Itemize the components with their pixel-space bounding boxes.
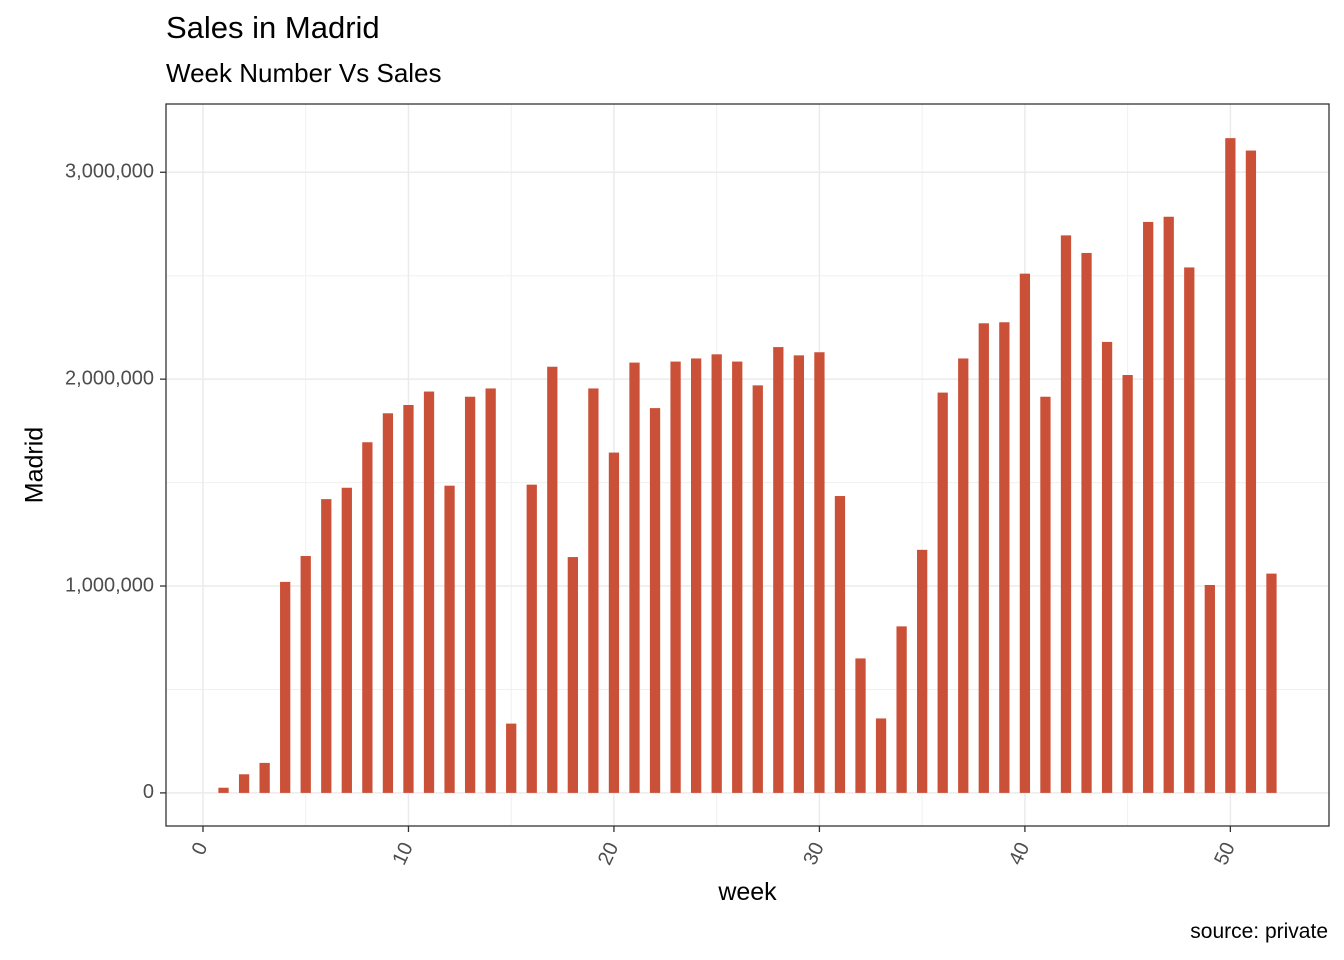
- bar: [1163, 216, 1174, 793]
- bar: [752, 385, 763, 793]
- bar: [238, 774, 250, 793]
- y-tick-label: 3,000,000: [65, 161, 154, 183]
- bar: [1204, 584, 1215, 793]
- axes: 0 10 20 30 40 50 0 1,000,000 2,000,000 3,000,000: [65, 161, 1240, 869]
- bar: [1060, 235, 1072, 793]
- bar: [875, 718, 887, 793]
- bar: [670, 361, 681, 793]
- bar: [1122, 375, 1133, 793]
- bar: [834, 496, 846, 793]
- chart-title: Sales in Madrid: [166, 10, 380, 45]
- bar: [218, 787, 229, 793]
- bar: [999, 322, 1010, 793]
- bar: [547, 366, 558, 793]
- bar: [485, 388, 496, 793]
- bar: [300, 556, 311, 793]
- bar: [711, 354, 722, 793]
- bar: [690, 358, 702, 793]
- bar: [629, 362, 640, 793]
- bar: [958, 358, 969, 793]
- y-tick-label: 0: [143, 781, 154, 803]
- bar: [917, 549, 928, 793]
- bar: [1081, 252, 1092, 793]
- bar: [506, 723, 517, 793]
- bar: [588, 388, 599, 793]
- bar: [896, 626, 907, 793]
- x-tick-label: 50: [1210, 839, 1239, 868]
- bar: [1040, 396, 1051, 793]
- bar: [937, 392, 948, 793]
- chart-caption: source: private: [1190, 920, 1328, 943]
- bar: [341, 487, 352, 793]
- y-axis-title: Madrid: [21, 427, 49, 503]
- bar: [773, 347, 784, 793]
- grid: [166, 104, 1329, 826]
- bar: [649, 408, 661, 793]
- bars: [218, 138, 1277, 793]
- bar: [259, 762, 270, 793]
- bar: [1245, 150, 1257, 793]
- x-tick-label: 0: [188, 839, 213, 858]
- bar: [526, 484, 537, 793]
- bar: [814, 352, 825, 793]
- bar: [855, 658, 866, 793]
- bar: [423, 391, 435, 793]
- bar: [464, 396, 476, 793]
- bar: [567, 557, 578, 793]
- x-tick-label: 30: [799, 839, 828, 868]
- bar: [1184, 267, 1195, 793]
- panel-border: [165, 103, 1330, 827]
- bar: [793, 355, 805, 793]
- y-tick-label: 1,000,000: [65, 574, 154, 596]
- bar: [280, 581, 291, 793]
- x-tick-label: 20: [594, 839, 623, 868]
- bar: [978, 323, 989, 793]
- chart-subtitle: Week Number Vs Sales: [166, 58, 442, 88]
- bar: [1019, 273, 1031, 793]
- bar: [382, 413, 394, 793]
- bar: [403, 405, 414, 793]
- x-axis-title: week: [717, 878, 777, 906]
- x-tick-label: 10: [388, 839, 417, 868]
- bar: [444, 485, 455, 793]
- bar: [1143, 221, 1154, 793]
- bar: [1101, 341, 1113, 793]
- bar: [362, 442, 373, 793]
- x-tick-label: 40: [1005, 839, 1034, 868]
- y-tick-label: 2,000,000: [65, 367, 154, 389]
- bar: [321, 499, 332, 793]
- bar: [732, 361, 743, 793]
- bar: [1266, 573, 1277, 793]
- bar: [1225, 138, 1236, 793]
- bar: [608, 452, 620, 793]
